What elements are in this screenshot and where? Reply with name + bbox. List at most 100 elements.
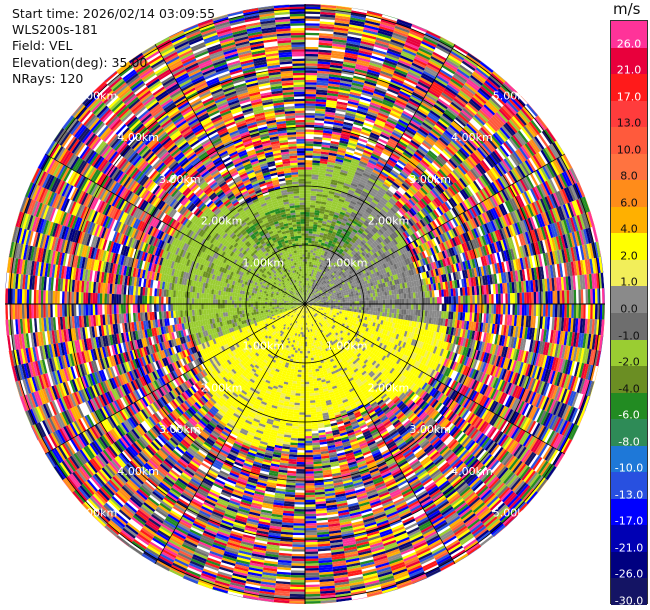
- radar-gate: [318, 288, 321, 292]
- radar-gate: [364, 184, 373, 190]
- radar-gate: [335, 232, 341, 237]
- radar-gate: [368, 64, 382, 71]
- radar-gate: [349, 185, 357, 190]
- radar-gate: [397, 121, 408, 129]
- radar-gate: [330, 143, 339, 148]
- radar-gate: [309, 207, 316, 211]
- radar-gate: [417, 81, 431, 90]
- radar-gate: [343, 215, 349, 220]
- radar-gate: [305, 112, 316, 116]
- radar-gate: [403, 149, 414, 157]
- radar-gate: [452, 46, 467, 57]
- radar-gate: [417, 177, 426, 186]
- radar-gate: [313, 282, 316, 286]
- radar-gate: [353, 253, 358, 259]
- radar-gate: [340, 300, 343, 303]
- radar-gate: [460, 88, 473, 99]
- radar-gate: [323, 125, 334, 130]
- radar-gate: [333, 122, 344, 127]
- radar-gate: [325, 238, 330, 243]
- radar-gate: [307, 273, 310, 277]
- radar-gate: [375, 118, 386, 126]
- radar-gate: [311, 238, 316, 242]
- radar-gate: [354, 216, 361, 221]
- radar-gate: [365, 115, 377, 122]
- radar-gate: [342, 123, 353, 129]
- radar-gate: [352, 178, 360, 184]
- radar-gate: [371, 153, 380, 159]
- radar-gate: [453, 137, 464, 148]
- radar-gate: [350, 17, 366, 23]
- radar-gate: [339, 242, 344, 247]
- radar-gate: [375, 144, 385, 151]
- radar-gate: [305, 20, 320, 24]
- radar-gate: [323, 260, 327, 265]
- radar-gate: [464, 125, 476, 136]
- radar-gate: [348, 294, 352, 297]
- radar-gate: [316, 229, 321, 233]
- radar-gate: [413, 168, 422, 176]
- radar-gate: [388, 156, 398, 164]
- radar-gate: [315, 280, 318, 284]
- radar-gate: [578, 304, 582, 319]
- radar-gate: [365, 235, 371, 241]
- radar-gate: [342, 260, 347, 264]
- radar-gate: [307, 292, 309, 296]
- radar-gate: [387, 116, 399, 124]
- radar-gate: [587, 289, 591, 304]
- radar-gate: [376, 177, 385, 184]
- radar-gate: [369, 62, 383, 69]
- radar-gate: [368, 238, 374, 244]
- radar-gate: [305, 252, 308, 255]
- radar-gate: [330, 274, 334, 278]
- radar-gate: [330, 262, 335, 266]
- radar-gate: [307, 298, 310, 301]
- radar-gate: [447, 82, 461, 93]
- radar-gate: [333, 167, 342, 172]
- radar-gate: [364, 168, 373, 174]
- radar-gate: [319, 269, 323, 273]
- radar-gate: [311, 281, 314, 285]
- radar-gate: [350, 14, 366, 21]
- radar-gate: [381, 103, 393, 110]
- radar-gate: [328, 212, 335, 217]
- radar-gate: [594, 288, 598, 304]
- radar-gate: [568, 290, 572, 304]
- radar-gate: [363, 149, 373, 156]
- radar-gate: [350, 200, 357, 206]
- radar-gate: [424, 34, 439, 44]
- radar-gate: [352, 126, 362, 132]
- radar-gate: [320, 267, 324, 271]
- radar-gate: [343, 234, 349, 239]
- radar-gate: [305, 226, 310, 229]
- radar-gate: [323, 182, 331, 187]
- radar-gate: [305, 242, 309, 246]
- radar-gate: [317, 279, 321, 283]
- radar-gate: [308, 298, 311, 301]
- radar-gate: [307, 254, 311, 258]
- radar-gate: [408, 198, 416, 207]
- radar-gate: [306, 289, 308, 293]
- radar-gate: [328, 78, 341, 83]
- radar-gate: [307, 295, 309, 298]
- radar-gate: [466, 140, 477, 151]
- radar-gate: [421, 40, 436, 50]
- radar-gate: [305, 188, 312, 191]
- radar-gate: [429, 163, 439, 173]
- radar-gate: [341, 167, 349, 172]
- radar-gate: [429, 110, 441, 119]
- radar-gate: [317, 268, 321, 272]
- radar-gate: [359, 207, 366, 213]
- radar-gate: [578, 289, 582, 304]
- radar-gate: [380, 208, 388, 215]
- radar-gate: [436, 43, 452, 53]
- radar-gate: [367, 138, 377, 145]
- radar-gate: [389, 308, 393, 314]
- radar-gate: [322, 135, 332, 139]
- radar-gate: [389, 304, 393, 309]
- radar-gate: [305, 178, 312, 182]
- radar-gate: [323, 253, 328, 257]
- radar-gate: [379, 154, 389, 161]
- radar-gate: [389, 112, 401, 119]
- radar-gate: [306, 278, 308, 281]
